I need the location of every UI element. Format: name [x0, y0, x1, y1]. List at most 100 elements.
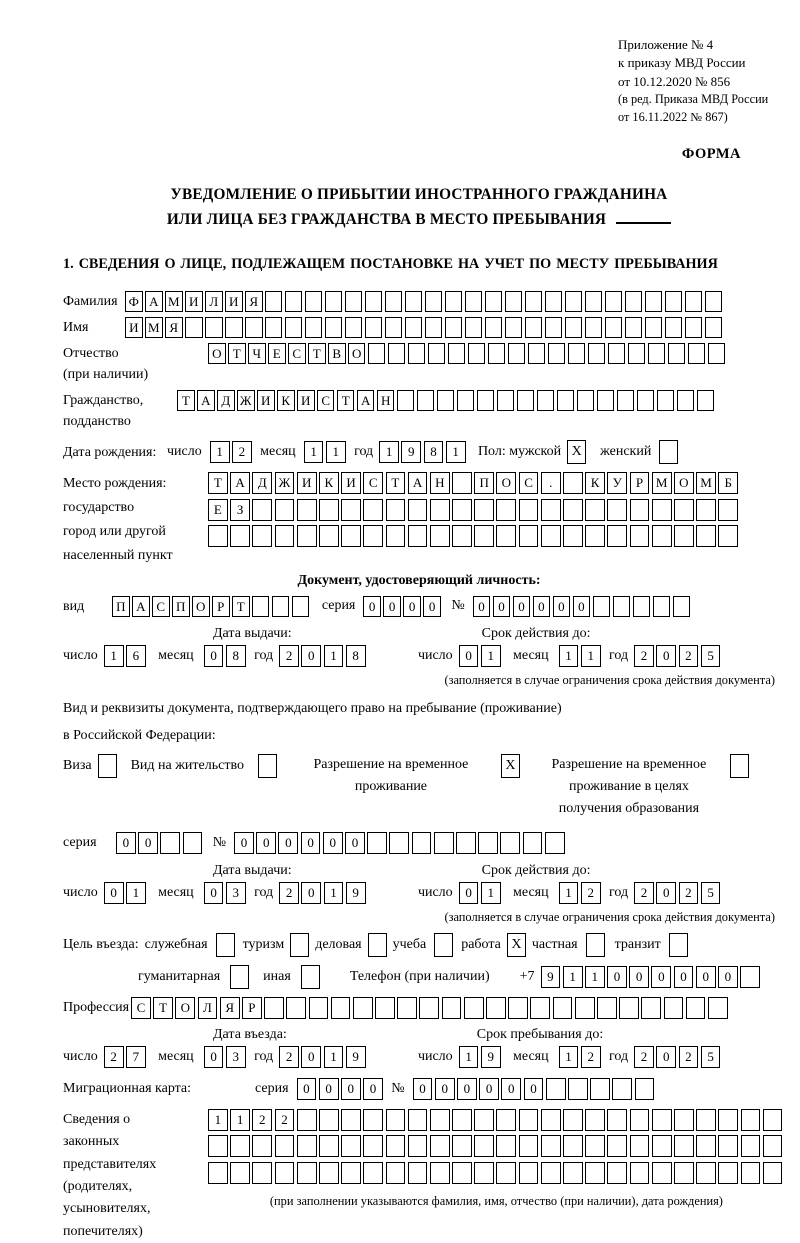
- char-box[interactable]: [496, 390, 515, 412]
- char-box[interactable]: 0: [434, 1077, 455, 1100]
- char-box[interactable]: 0: [629, 965, 650, 988]
- char-box[interactable]: [496, 498, 517, 521]
- char-box[interactable]: Е: [208, 498, 228, 521]
- purpose-study-checkbox[interactable]: [434, 932, 454, 957]
- char-box[interactable]: [429, 498, 450, 521]
- visa-checkbox[interactable]: [97, 753, 117, 778]
- char-box[interactable]: 0: [458, 645, 479, 668]
- char-box[interactable]: [634, 1077, 655, 1100]
- char-box[interactable]: [474, 1161, 495, 1184]
- char-box[interactable]: 0: [138, 831, 158, 854]
- char-box[interactable]: [524, 291, 543, 313]
- char-box[interactable]: [696, 390, 715, 412]
- char-box[interactable]: 2: [580, 1045, 601, 1068]
- char-box[interactable]: О: [673, 472, 694, 495]
- char-box[interactable]: [264, 317, 283, 339]
- char-box[interactable]: [704, 317, 723, 339]
- char-box[interactable]: [344, 317, 363, 339]
- char-box[interactable]: [318, 525, 339, 548]
- char-box[interactable]: [518, 1135, 539, 1158]
- char-box[interactable]: П: [112, 595, 130, 617]
- char-box[interactable]: С: [131, 996, 151, 1019]
- char-box[interactable]: [636, 390, 655, 412]
- char-box[interactable]: 3: [225, 881, 246, 904]
- char-box[interactable]: [384, 317, 403, 339]
- char-box[interactable]: [441, 996, 462, 1019]
- char-box[interactable]: [244, 317, 263, 339]
- char-box[interactable]: [429, 1135, 450, 1158]
- char-box[interactable]: [396, 390, 415, 412]
- char-box[interactable]: 0: [501, 1077, 522, 1100]
- char-box[interactable]: 1: [558, 645, 579, 668]
- char-box[interactable]: 1: [558, 1045, 579, 1068]
- checkbox[interactable]: [215, 932, 235, 957]
- char-box[interactable]: [544, 831, 565, 854]
- char-box[interactable]: 0: [300, 831, 321, 854]
- char-box[interactable]: 1: [103, 645, 124, 668]
- char-box[interactable]: 2: [103, 1045, 124, 1068]
- char-box[interactable]: [516, 390, 535, 412]
- char-box[interactable]: 0: [234, 831, 254, 854]
- char-box[interactable]: А: [144, 291, 163, 313]
- char-box[interactable]: [230, 1135, 250, 1158]
- char-box[interactable]: 0: [695, 965, 716, 988]
- char-box[interactable]: [476, 390, 495, 412]
- char-box[interactable]: 0: [457, 1077, 477, 1100]
- purpose-other-checkbox[interactable]: [300, 964, 320, 989]
- char-box[interactable]: 1: [584, 965, 605, 988]
- char-box[interactable]: [404, 291, 423, 313]
- char-box[interactable]: [518, 498, 539, 521]
- char-box[interactable]: [251, 595, 270, 617]
- char-box[interactable]: [274, 498, 295, 521]
- char-box[interactable]: 0: [458, 881, 479, 904]
- sex-male-checkbox[interactable]: X: [567, 440, 587, 465]
- char-box[interactable]: [184, 317, 203, 339]
- purpose-transit-checkbox[interactable]: [668, 932, 688, 957]
- char-box[interactable]: М: [651, 472, 672, 495]
- char-box[interactable]: 0: [492, 595, 511, 617]
- char-box[interactable]: 0: [296, 1077, 317, 1100]
- checkbox[interactable]: [729, 753, 749, 778]
- char-box[interactable]: Т: [307, 343, 326, 365]
- char-box[interactable]: 5: [700, 1045, 721, 1068]
- char-box[interactable]: [567, 343, 586, 365]
- char-box[interactable]: М: [164, 291, 183, 313]
- char-box[interactable]: [496, 1135, 517, 1158]
- char-box[interactable]: П: [474, 472, 495, 495]
- char-box[interactable]: 0: [301, 1045, 322, 1068]
- char-box[interactable]: [585, 525, 605, 548]
- char-box[interactable]: [685, 996, 706, 1019]
- char-box[interactable]: [629, 498, 650, 521]
- char-box[interactable]: [208, 1161, 228, 1184]
- residence-permit-checkbox[interactable]: [257, 753, 277, 778]
- checkbox[interactable]: [300, 964, 320, 989]
- char-box[interactable]: [486, 996, 506, 1019]
- char-box[interactable]: Т: [227, 343, 246, 365]
- char-box[interactable]: 8: [345, 645, 366, 668]
- char-box[interactable]: 0: [552, 595, 571, 617]
- char-box[interactable]: [367, 343, 386, 365]
- char-box[interactable]: К: [276, 390, 295, 412]
- char-box[interactable]: [508, 996, 528, 1019]
- char-box[interactable]: 0: [423, 595, 441, 617]
- char-box[interactable]: 1: [580, 645, 601, 668]
- char-box[interactable]: Б: [718, 472, 739, 495]
- char-box[interactable]: [452, 1161, 472, 1184]
- char-box[interactable]: О: [208, 343, 226, 365]
- char-box[interactable]: 2: [580, 881, 601, 904]
- char-box[interactable]: С: [316, 390, 335, 412]
- char-box[interactable]: [208, 525, 228, 548]
- char-box[interactable]: [762, 1135, 783, 1158]
- char-box[interactable]: [607, 525, 628, 548]
- char-box[interactable]: О: [347, 343, 366, 365]
- char-box[interactable]: 1: [445, 441, 466, 464]
- char-box[interactable]: А: [196, 390, 215, 412]
- char-box[interactable]: [341, 498, 361, 521]
- checkbox[interactable]: [257, 753, 277, 778]
- char-box[interactable]: [740, 1108, 761, 1131]
